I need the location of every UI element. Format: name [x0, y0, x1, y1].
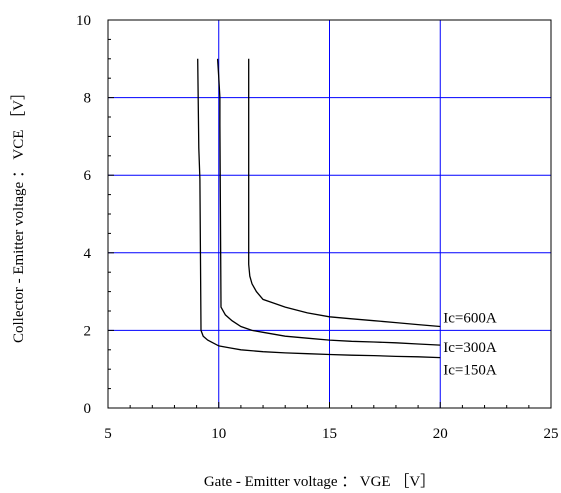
y-tick-label: 4	[84, 246, 92, 262]
series-label: Ic=300A	[443, 340, 497, 356]
x-axis-title: Gate - Emitter voltage ： VGE ［V］	[204, 473, 435, 490]
x-tick-label: 20	[433, 426, 448, 442]
y-tick-label: 6	[84, 168, 92, 184]
x-tick-label: 5	[104, 426, 112, 442]
y-axis-title: Collector - Emitter voltage ： VCE ［V］	[10, 85, 27, 343]
series-lines	[197, 58, 441, 359]
series-line	[248, 58, 441, 328]
series-label: Ic=150A	[443, 363, 497, 379]
series-line	[216, 58, 441, 346]
y-tick-label: 8	[84, 91, 92, 107]
series-label: Ic=600A	[443, 311, 497, 327]
grid-lines	[108, 20, 551, 408]
tick-marks	[107, 19, 552, 409]
x-tick-label: 25	[544, 426, 559, 442]
x-tick-label: 10	[211, 426, 226, 442]
series-line	[197, 58, 441, 359]
tick-labels: 5 10 15 20 25 0 2 4 6 8 10 Ic=600A Ic=300A Ic=150A	[76, 13, 559, 442]
y-tick-label: 0	[84, 401, 92, 417]
x-tick-label: 15	[322, 426, 337, 442]
y-tick-label: 2	[84, 323, 92, 339]
y-tick-label: 10	[76, 13, 91, 29]
